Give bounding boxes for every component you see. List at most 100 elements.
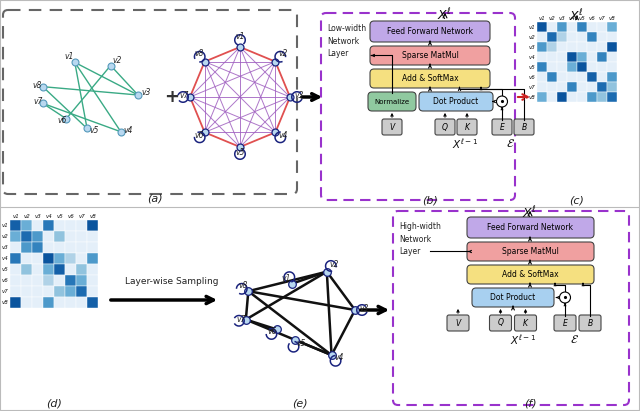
Bar — [577, 62, 587, 72]
FancyBboxPatch shape — [514, 119, 534, 135]
Bar — [10, 253, 21, 264]
FancyBboxPatch shape — [490, 315, 511, 331]
Bar — [607, 32, 617, 42]
Bar — [43, 275, 54, 286]
Bar — [32, 253, 43, 264]
Bar — [10, 275, 21, 286]
Bar — [43, 231, 54, 242]
Bar — [65, 231, 76, 242]
FancyBboxPatch shape — [579, 315, 601, 331]
Text: (d): (d) — [46, 398, 62, 408]
Bar — [537, 22, 547, 32]
Text: Feed Forward Network: Feed Forward Network — [487, 223, 573, 232]
Bar — [567, 82, 577, 92]
Bar — [87, 275, 98, 286]
Bar — [607, 92, 617, 102]
Text: v8: v8 — [195, 48, 204, 58]
Bar — [567, 92, 577, 102]
Bar — [607, 22, 617, 32]
Bar — [76, 220, 87, 231]
Text: v6: v6 — [268, 328, 277, 337]
Bar — [21, 297, 32, 308]
Bar — [537, 92, 547, 102]
FancyBboxPatch shape — [370, 46, 490, 65]
Text: v3: v3 — [528, 44, 535, 49]
Bar — [10, 242, 21, 253]
Text: v7: v7 — [1, 289, 8, 294]
Text: (c): (c) — [570, 195, 584, 205]
Bar — [587, 72, 597, 82]
Bar — [557, 72, 567, 82]
Bar — [587, 32, 597, 42]
Bar — [557, 52, 567, 62]
Text: $X^{\ell}$: $X^{\ell}$ — [570, 8, 584, 24]
Bar — [607, 52, 617, 62]
Bar — [65, 242, 76, 253]
Text: v2: v2 — [330, 260, 339, 269]
Bar — [76, 286, 87, 297]
Text: v8: v8 — [609, 16, 616, 21]
FancyBboxPatch shape — [382, 119, 402, 135]
Text: Layer-wise Sampling: Layer-wise Sampling — [125, 277, 219, 286]
FancyBboxPatch shape — [515, 315, 536, 331]
Bar — [597, 72, 607, 82]
Bar — [607, 82, 617, 92]
Bar — [587, 82, 597, 92]
Text: +: + — [164, 88, 179, 106]
Bar — [597, 22, 607, 32]
Text: v2: v2 — [278, 48, 288, 58]
Text: v8: v8 — [528, 95, 535, 99]
Text: B: B — [522, 122, 527, 132]
Bar — [567, 52, 577, 62]
Bar — [43, 264, 54, 275]
Text: v4: v4 — [568, 16, 575, 21]
Bar — [537, 42, 547, 52]
Text: Dot Product: Dot Product — [433, 97, 479, 106]
Bar — [597, 52, 607, 62]
Bar — [32, 297, 43, 308]
Text: v3: v3 — [34, 214, 41, 219]
Bar — [87, 253, 98, 264]
Bar — [54, 231, 65, 242]
Text: v3: v3 — [1, 245, 8, 250]
Bar — [547, 22, 557, 32]
Text: v2: v2 — [23, 214, 30, 219]
Bar — [54, 275, 65, 286]
Text: V: V — [456, 319, 461, 328]
Text: v1: v1 — [539, 16, 545, 21]
Text: v8: v8 — [1, 300, 8, 305]
Bar — [87, 242, 98, 253]
Bar — [567, 62, 577, 72]
Bar — [54, 264, 65, 275]
Text: B: B — [588, 319, 593, 328]
Bar — [607, 62, 617, 72]
Bar — [537, 72, 547, 82]
Text: Sparse MatMul: Sparse MatMul — [502, 247, 559, 256]
Bar — [65, 297, 76, 308]
Text: v4: v4 — [278, 132, 288, 140]
Bar — [65, 264, 76, 275]
Bar — [10, 286, 21, 297]
Text: v5: v5 — [579, 16, 586, 21]
Text: v2: v2 — [548, 16, 556, 21]
Bar — [597, 32, 607, 42]
Text: $\mathcal{E}$: $\mathcal{E}$ — [570, 333, 579, 346]
Bar — [597, 42, 607, 52]
Text: v1: v1 — [235, 32, 244, 41]
Bar — [65, 286, 76, 297]
Bar — [21, 231, 32, 242]
Bar — [607, 72, 617, 82]
Bar — [597, 82, 607, 92]
FancyBboxPatch shape — [419, 92, 493, 111]
FancyBboxPatch shape — [467, 217, 594, 238]
Bar — [32, 231, 43, 242]
Text: Q: Q — [442, 122, 448, 132]
Bar — [557, 32, 567, 42]
Bar — [537, 82, 547, 92]
Text: v1: v1 — [12, 214, 19, 219]
Bar — [597, 92, 607, 102]
Text: v8: v8 — [89, 214, 96, 219]
Bar — [547, 42, 557, 52]
Text: v2: v2 — [528, 35, 535, 39]
Bar — [87, 286, 98, 297]
